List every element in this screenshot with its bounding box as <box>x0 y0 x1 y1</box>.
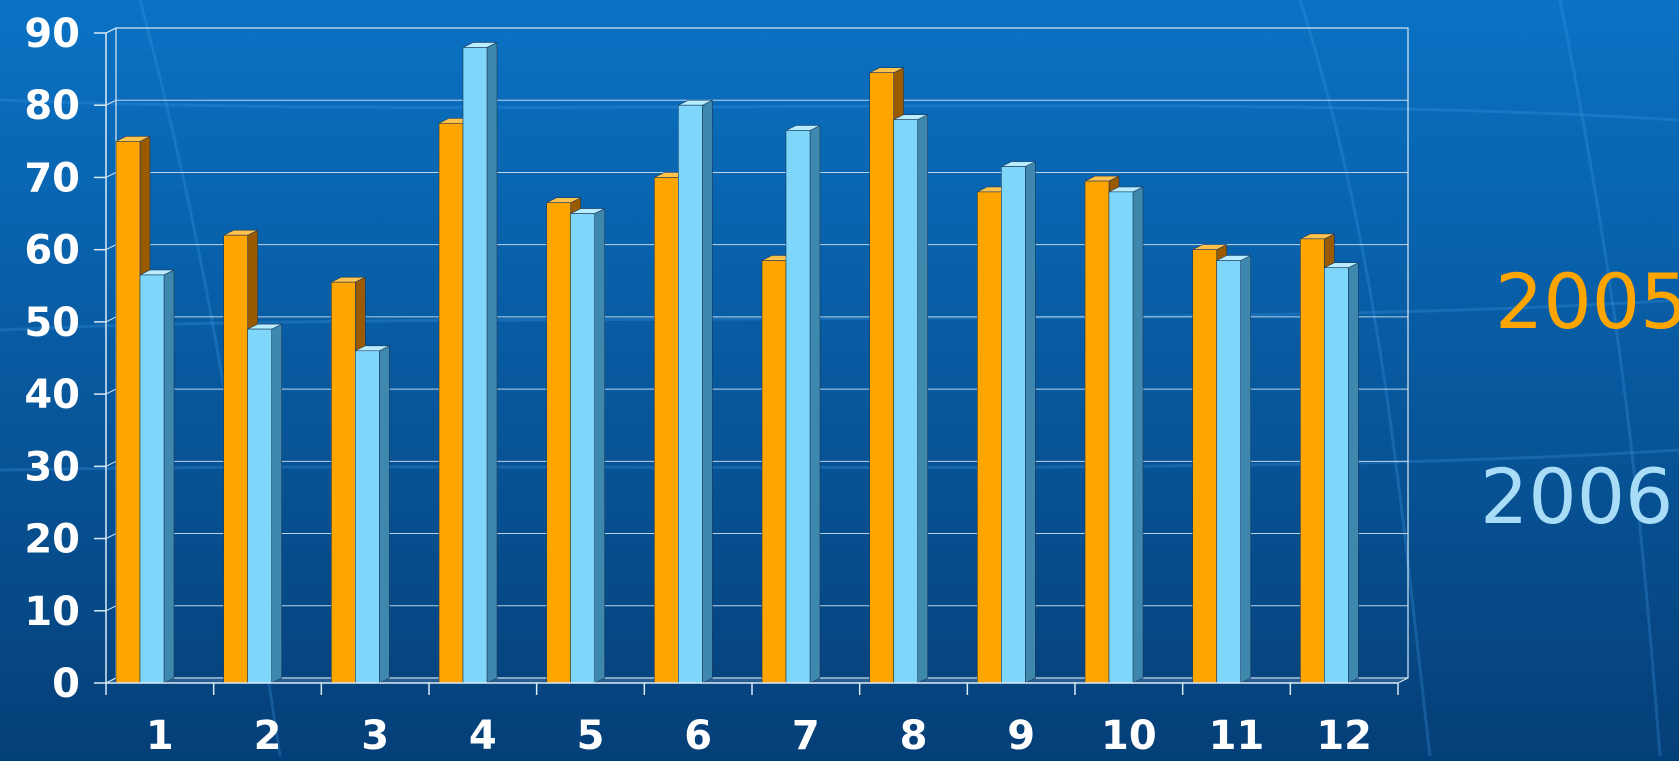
bar-front-2006-1 <box>139 274 165 684</box>
bar-front-2006-10 <box>1108 191 1134 684</box>
bar-2006-7 <box>785 125 821 684</box>
x-tick-label-5: 5 <box>577 713 605 756</box>
y-axis-ticks: 0 10 20 30 40 50 60 70 80 90 <box>24 11 106 707</box>
bar-2006-3 <box>355 345 390 684</box>
bar-side-2006-1 <box>163 269 175 684</box>
y-tick-label-20: 20 <box>24 517 80 563</box>
bar-2006-9 <box>1001 161 1036 684</box>
gridline-depth-40 <box>105 388 117 395</box>
bar-front-2005-7 <box>761 260 787 684</box>
bar-side-2006-10 <box>1132 186 1144 684</box>
bar-front-2005-6 <box>654 177 679 684</box>
x-tick-label-7: 7 <box>792 713 820 756</box>
bar-front-2005-11 <box>1192 249 1217 684</box>
bar-2005-10 <box>1084 175 1120 684</box>
bar-front-2006-9 <box>1001 166 1026 684</box>
bar-front-2006-12 <box>1324 267 1349 684</box>
y-tick-label-60: 60 <box>24 228 80 274</box>
bar-2006-10 <box>1108 186 1144 684</box>
bar-front-2006-7 <box>785 130 811 684</box>
bar-front-2005-8 <box>869 72 894 684</box>
gridline-depth-70 <box>105 171 117 178</box>
bar-front-2005-1 <box>115 141 141 684</box>
bar-front-2006-2 <box>247 328 272 684</box>
gridline-depth-60 <box>105 244 117 251</box>
bar-side-2006-7 <box>809 125 821 684</box>
bar-side-2006-2 <box>271 323 282 684</box>
bar-2006-1 <box>139 269 175 684</box>
bar-front-2006-11 <box>1216 260 1241 684</box>
bar-front-2005-3 <box>331 281 356 684</box>
x-tick-label-10: 10 <box>1101 713 1157 756</box>
x-tick-label-2: 2 <box>254 713 282 756</box>
y-tick-label-80: 80 <box>24 83 80 129</box>
legend-item-2006: 2006 <box>1480 452 1673 541</box>
y-tick-label-10: 10 <box>24 589 80 635</box>
gridline-depth-30 <box>105 460 117 467</box>
gridline-depth-20 <box>105 533 117 540</box>
y-tick-label-40: 40 <box>24 372 80 418</box>
bar-2006-8 <box>893 114 928 684</box>
x-tick-label-11: 11 <box>1209 713 1265 756</box>
bar-side-2006-9 <box>1025 161 1036 684</box>
gridline-depth-90 <box>105 27 117 34</box>
background-curve-5 <box>1298 0 1432 757</box>
bar-2006-11 <box>1216 255 1251 684</box>
y-tick-label-90: 90 <box>24 11 80 57</box>
gridline-depth-50 <box>105 316 117 323</box>
y-tick-label-0: 0 <box>52 661 80 707</box>
bar-side-2006-8 <box>917 114 928 684</box>
bar-front-2005-4 <box>438 122 464 684</box>
bar-side-2006-6 <box>702 99 713 684</box>
bar-2006-2 <box>247 323 282 684</box>
bar-side-2006-11 <box>1240 255 1251 684</box>
background-curve-6 <box>1558 0 1662 757</box>
bar-front-2006-6 <box>678 104 703 684</box>
bar-front-2005-9 <box>977 191 1002 684</box>
bar-side-2006-12 <box>1348 262 1359 684</box>
bar-front-2005-10 <box>1084 180 1110 684</box>
bar-2006-6 <box>678 99 713 684</box>
bar-front-2005-2 <box>223 234 248 684</box>
bar-front-2006-3 <box>355 350 380 684</box>
background-curve-3 <box>0 98 1679 122</box>
bar-front-2006-8 <box>893 119 918 684</box>
bar-side-2006-5 <box>594 208 605 684</box>
x-tick-label-1: 1 <box>146 713 174 756</box>
bar-front-2005-12 <box>1300 238 1325 684</box>
x-tick-label-8: 8 <box>900 713 928 756</box>
bar-front-2006-5 <box>570 213 595 684</box>
gridline-depth-10 <box>105 605 117 612</box>
bar-front-2005-5 <box>546 202 571 684</box>
bar-2006-4 <box>462 41 498 684</box>
x-tick-label-12: 12 <box>1316 713 1372 756</box>
bar-side-2006-4 <box>486 41 498 684</box>
x-tick-label-6: 6 <box>684 713 712 756</box>
bar-front-2006-4 <box>462 47 488 684</box>
y-tick-label-30: 30 <box>24 444 80 490</box>
bar-2006-12 <box>1324 262 1359 684</box>
bars <box>115 41 1359 684</box>
gridline-depth-80 <box>105 99 117 106</box>
y-tick-label-70: 70 <box>24 155 80 201</box>
legend-item-2005: 2005 <box>1495 257 1679 346</box>
y-tick-label-50: 50 <box>24 300 80 346</box>
x-tick-label-4: 4 <box>469 713 497 756</box>
legend: 2005 2006 <box>1480 257 1679 541</box>
x-axis-ticks: 1 2 3 4 5 6 7 8 9 10 11 12 <box>105 682 1399 759</box>
x-tick-label-3: 3 <box>361 713 389 756</box>
bar-side-2006-3 <box>379 345 390 684</box>
x-tick-label-9: 9 <box>1007 713 1035 756</box>
bar-2006-5 <box>570 208 605 684</box>
